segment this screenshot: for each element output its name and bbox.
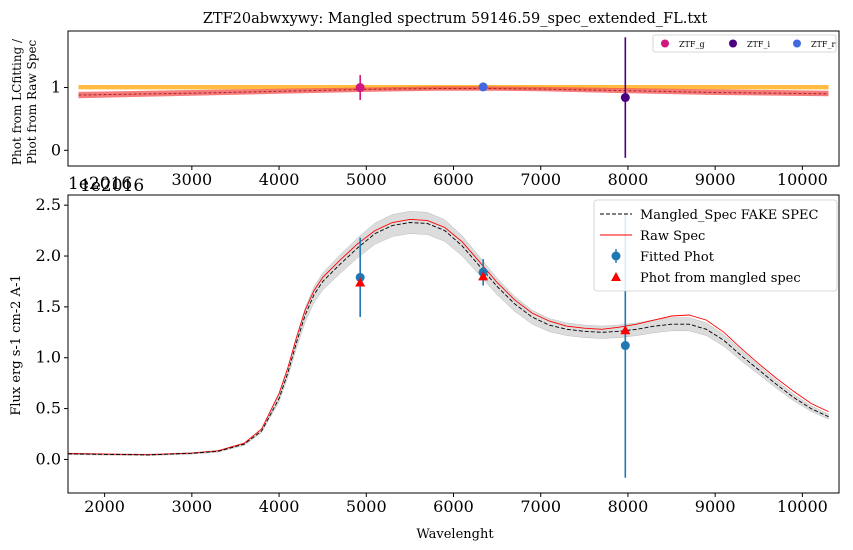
series-line-raw-spec: [67, 218, 829, 456]
legend-label-ztf-i: ZTF_i: [747, 40, 770, 49]
legend-marker-fitted: [611, 251, 621, 261]
bottom-xtick-label-8: 10000: [777, 497, 828, 516]
top-xtick-label-6: 9000: [695, 170, 736, 189]
bottom-ytick-label-2: 1.0: [36, 348, 61, 367]
top-point-ztf-r: [478, 82, 488, 92]
top-xtick-label-0: 3000: [171, 170, 212, 189]
legend-label-raw: Raw Spec: [640, 229, 705, 244]
bottom-ytick-label-3: 1.5: [36, 297, 61, 316]
legend-label-mangled: Mangled_Spec FAKE SPEC: [640, 208, 819, 223]
bottom-xtick-label-0: 2000: [84, 497, 125, 516]
top-ticks: 3000 4000 5000 6000 7000 8000 9000 10000 0 1: [51, 78, 828, 189]
mangled-phot-point-1: [478, 271, 489, 281]
bottom-xtick-label-6: 8000: [608, 497, 649, 516]
bottom-panel: 2000 3000 4000 5000 6000 7000 8000 9000 10000 0.0…: [9, 194, 840, 542]
top-title: ZTF20abwxywy: Mangled spectrum 59146.59_…: [203, 11, 707, 27]
fitted-phot-point-0: [355, 272, 365, 282]
top-xtick-label-4: 7000: [520, 170, 561, 189]
top-panel: 3000 4000 5000 6000 7000 8000 9000 10000 0 1 Phot…: [10, 30, 840, 189]
legend-marker-ztf-r: [793, 39, 801, 48]
mangled-phot-point-0: [355, 277, 366, 287]
bottom-ytick-label-0: 0.0: [36, 449, 61, 468]
offset-text-2: 1e2016: [80, 176, 144, 196]
series-line-mangled-spec-fake-spec: [67, 222, 829, 456]
bottom-xlabel: Wavelenght: [416, 527, 494, 542]
offset-text-1: 1e2016: [68, 174, 132, 194]
bottom-ticks: 2000 3000 4000 5000 6000 7000 8000 9000 10000 0.0…: [36, 195, 828, 516]
bottom-legend: Mangled_Spec FAKE SPEC Raw Spec Fitted P…: [593, 199, 838, 292]
legend-marker-ztf-g: [661, 39, 669, 48]
top-point-ztf-g: [355, 83, 365, 93]
top-data-layer: [78, 37, 829, 158]
top-ytick-label-1: 1: [51, 78, 61, 97]
legend-label-fitted: Fitted Phot: [640, 250, 715, 265]
bottom-ytick-label-5: 2.5: [36, 195, 61, 214]
bottom-xtick-label-3: 5000: [346, 497, 387, 516]
top-xtick-label-3: 6000: [433, 170, 474, 189]
top-ylabel-line-1: Phot from LCfitting /: [10, 38, 24, 165]
top-legend: ZTF_g ZTF_i ZTF_r: [652, 34, 837, 53]
top-xtick-label-1: 4000: [259, 170, 300, 189]
legend-marker-mangled-phot: [611, 272, 621, 281]
bottom-xtick-label-4: 6000: [433, 497, 474, 516]
legend-label-mangled-phot: Phot from mangled spec: [640, 271, 801, 286]
top-xtick-label-5: 8000: [608, 170, 649, 189]
bottom-ytick-label-1: 0.5: [36, 399, 61, 418]
top-point-ztf-i: [620, 93, 630, 103]
top-legend-box: [652, 34, 837, 53]
bottom-ytick-label-4: 2.0: [36, 246, 61, 265]
bottom-xtick-label-7: 9000: [695, 497, 736, 516]
top-xtick-label-7: 10000: [777, 170, 828, 189]
top-ratio-line: [78, 88, 829, 96]
top-ylabel-line-2: Phot from Raw Spec: [25, 39, 39, 164]
uncertainty-band: [67, 211, 829, 456]
legend-label-ztf-r: ZTF_r: [811, 40, 835, 49]
top-xtick-label-2: 5000: [346, 170, 387, 189]
bottom-legend-box: [593, 199, 838, 292]
top-band-1: [78, 86, 829, 99]
fitted-phot-point-2: [620, 341, 630, 351]
top-ytick-label-0: 0: [51, 140, 61, 159]
legend-label-ztf-g: ZTF_g: [679, 40, 705, 49]
bottom-ylabel: Flux erg s-1 cm-2 A-1: [9, 274, 24, 415]
bottom-xtick-label-2: 4000: [259, 497, 300, 516]
mangled-phot-point-2: [620, 325, 631, 335]
bottom-xtick-label-5: 7000: [520, 497, 561, 516]
legend-marker-ztf-i: [729, 39, 737, 48]
bottom-xtick-label-1: 3000: [171, 497, 212, 516]
